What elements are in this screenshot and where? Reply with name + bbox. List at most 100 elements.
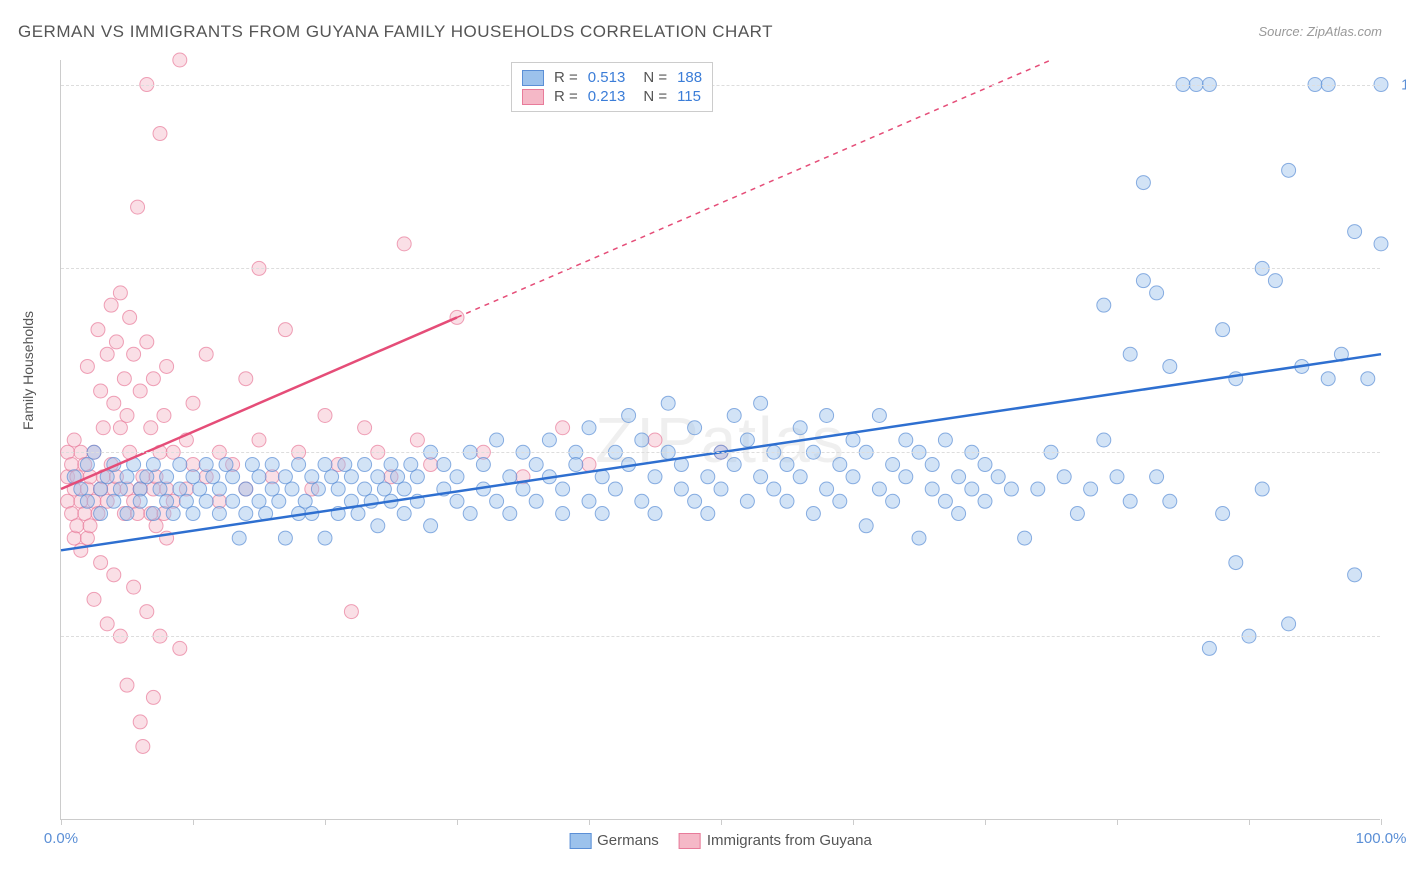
scatter-point <box>226 470 240 484</box>
legend-label-guyana: Immigrants from Guyana <box>707 832 872 849</box>
xtick <box>61 819 62 825</box>
xtick <box>985 819 986 825</box>
scatter-point <box>397 482 411 496</box>
scatter-point <box>767 482 781 496</box>
xtick <box>325 819 326 825</box>
scatter-point <box>820 482 834 496</box>
scatter-point <box>123 310 137 324</box>
r-value-germans: 0.513 <box>588 69 626 86</box>
scatter-point <box>450 470 464 484</box>
scatter-point <box>1004 482 1018 496</box>
scatter-point <box>1321 372 1335 386</box>
scatter-point <box>991 470 1005 484</box>
xtick <box>457 819 458 825</box>
scatter-point <box>199 494 213 508</box>
scatter-point <box>701 507 715 521</box>
scatter-point <box>872 408 886 422</box>
scatter-point <box>846 433 860 447</box>
scatter-point <box>701 470 715 484</box>
xtick <box>1117 819 1118 825</box>
scatter-point <box>371 519 385 533</box>
n-label: N = <box>643 69 667 86</box>
scatter-point <box>780 494 794 508</box>
correlation-legend: R = 0.513 N = 188 R = 0.213 N = 115 <box>511 62 713 112</box>
scatter-point <box>833 494 847 508</box>
scatter-point <box>384 458 398 472</box>
scatter-point <box>265 482 279 496</box>
scatter-point <box>490 494 504 508</box>
scatter-point <box>740 494 754 508</box>
scatter-point <box>397 507 411 521</box>
scatter-point <box>1097 298 1111 312</box>
scatter-point <box>952 470 966 484</box>
scatter-point <box>173 458 187 472</box>
legend-item-guyana: Immigrants from Guyana <box>679 832 872 849</box>
scatter-point <box>978 458 992 472</box>
scatter-point <box>239 372 253 386</box>
scatter-point <box>490 433 504 447</box>
scatter-point <box>1163 359 1177 373</box>
swatch-germans <box>569 833 591 849</box>
r-label: R = <box>554 69 578 86</box>
scatter-point <box>965 482 979 496</box>
xtick <box>1249 819 1250 825</box>
scatter-point <box>1229 556 1243 570</box>
scatter-point <box>173 482 187 496</box>
scatter-point <box>1057 470 1071 484</box>
scatter-point <box>232 531 246 545</box>
scatter-point <box>239 507 253 521</box>
chart-title: GERMAN VS IMMIGRANTS FROM GUYANA FAMILY … <box>18 22 773 42</box>
scatter-point <box>556 421 570 435</box>
scatter-point <box>67 433 81 447</box>
scatter-point <box>157 408 171 422</box>
scatter-point <box>206 470 220 484</box>
scatter-point <box>1361 372 1375 386</box>
scatter-point <box>569 458 583 472</box>
scatter-point <box>727 408 741 422</box>
scatter-point <box>674 482 688 496</box>
scatter-point <box>272 494 286 508</box>
scatter-point <box>285 482 299 496</box>
scatter-point <box>1150 286 1164 300</box>
scatter-point <box>146 458 160 472</box>
scatter-point <box>298 494 312 508</box>
swatch-guyana <box>522 89 544 105</box>
scatter-point <box>688 421 702 435</box>
scatter-point <box>582 494 596 508</box>
scatter-point <box>1374 237 1388 251</box>
scatter-point <box>117 372 131 386</box>
scatter-point <box>70 519 84 533</box>
scatter-point <box>648 507 662 521</box>
xtick-label: 0.0% <box>44 830 78 847</box>
scatter-point <box>186 470 200 484</box>
scatter-point <box>146 690 160 704</box>
ytick-label: 100.0% <box>1401 76 1406 93</box>
scatter-point <box>100 617 114 631</box>
scatter-point <box>503 507 517 521</box>
scatter-point <box>608 482 622 496</box>
scatter-point <box>648 433 662 447</box>
scatter-point <box>173 53 187 67</box>
scatter-point <box>80 494 94 508</box>
scatter-point <box>754 470 768 484</box>
chart-container: GERMAN VS IMMIGRANTS FROM GUYANA FAMILY … <box>0 0 1406 892</box>
scatter-point <box>94 384 108 398</box>
scatter-point <box>318 408 332 422</box>
scatter-point <box>1084 482 1098 496</box>
legend-label-germans: Germans <box>597 832 659 849</box>
r-label: R = <box>554 88 578 105</box>
scatter-point <box>740 433 754 447</box>
xtick <box>721 819 722 825</box>
scatter-point <box>179 494 193 508</box>
scatter-point <box>226 494 240 508</box>
n-value-germans: 188 <box>677 69 702 86</box>
scatter-point <box>107 396 121 410</box>
scatter-point <box>1031 482 1045 496</box>
scatter-point <box>193 482 207 496</box>
scatter-point <box>87 592 101 606</box>
scatter-point <box>160 494 174 508</box>
scatter-point <box>542 433 556 447</box>
scatter-point <box>925 458 939 472</box>
scatter-point <box>952 507 966 521</box>
scatter-point <box>338 458 352 472</box>
